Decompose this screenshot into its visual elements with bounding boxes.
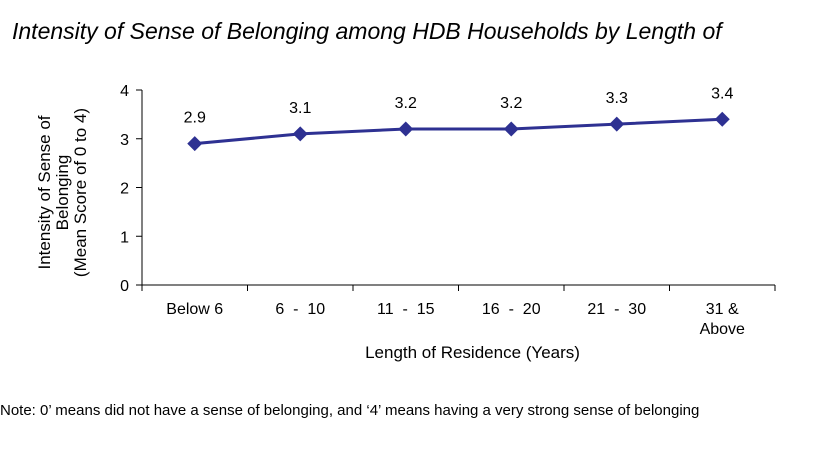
data-point-marker	[503, 121, 519, 137]
data-point-marker	[187, 136, 203, 152]
y-axis-ticks: 0 1 2 3 4	[120, 83, 142, 295]
axis-titles: Length of Residence (Years) Intensity of …	[35, 108, 580, 362]
y-tick-label: 0	[120, 278, 129, 295]
data-point-marker	[714, 111, 730, 127]
y-tick-label: 3	[120, 132, 129, 149]
data-label: 3.2	[500, 95, 522, 112]
x-tick-label: 11 - 15	[377, 301, 435, 318]
data-label: 3.2	[395, 95, 417, 112]
data-label: 2.9	[184, 110, 206, 127]
line-chart: 0 1 2 3 4 Below 6 6 - 10 11 - 15 16 - 20 21 - 30…	[35, 83, 776, 362]
x-tick-label: 21 - 30	[587, 301, 646, 318]
data-point-marker	[292, 126, 308, 142]
chart-title: Intensity of Sense of Belonging among HD…	[12, 18, 722, 44]
chart-axes	[141, 90, 775, 286]
x-axis-ticks: Below 6 6 - 10 11 - 15 16 - 20 21 - 30 31 & Ab…	[141, 285, 776, 338]
x-tick-label: 6 - 10	[275, 301, 325, 318]
data-point-marker	[609, 116, 625, 132]
series-line	[194, 117, 723, 146]
x-tick-label: 31 & Above	[700, 301, 745, 338]
data-labels: 2.9 3.1 3.2 3.2 3.3 3.4	[184, 85, 734, 126]
series-group	[187, 111, 730, 152]
x-tick-label: Below 6	[166, 301, 223, 318]
data-label: 3.3	[606, 90, 628, 107]
y-axis-title: Intensity of Sense ofBelonging(Mean Scor…	[35, 108, 90, 277]
x-axis-title: Length of Residence (Years)	[365, 343, 580, 362]
data-label: 3.1	[289, 100, 311, 117]
data-label: 3.4	[711, 85, 733, 102]
y-tick-label: 2	[120, 181, 129, 198]
data-point-marker	[398, 121, 414, 137]
x-tick-label: 16 - 20	[482, 301, 541, 318]
y-tick-label: 4	[120, 83, 129, 100]
chart-note: Note: 0’ means did not have a sense of b…	[0, 402, 700, 419]
y-tick-label: 1	[120, 229, 129, 246]
